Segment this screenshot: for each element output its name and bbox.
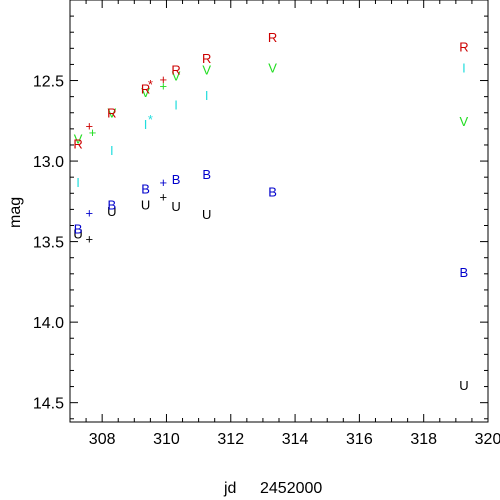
data-point-i: I [205, 88, 209, 103]
data-point-plus: + [159, 175, 167, 190]
data-point-b: B [141, 181, 150, 196]
data-point-b: B [172, 172, 181, 187]
data-point-i: I [174, 98, 178, 113]
y-tick-label: 13.5 [33, 235, 64, 252]
data-point-v: V [268, 61, 277, 76]
data-point-plus: + [159, 72, 167, 87]
data-point-i: I [76, 175, 80, 190]
x-tick-label: 314 [282, 431, 309, 448]
data-point-b: B [268, 185, 277, 200]
data-point-u: U [459, 378, 468, 393]
data-point-b: B [74, 222, 83, 237]
data-point-v: V [107, 106, 116, 121]
data-point-i: I [462, 61, 466, 76]
data-point-v: V [172, 69, 181, 84]
data-point-u: U [107, 204, 116, 219]
data-point-v: V [141, 85, 150, 100]
data-point-plus: + [159, 190, 167, 205]
x-axis-title: jd [223, 480, 236, 497]
x-tick-label: 316 [346, 431, 373, 448]
x-axis-ticks: 308 310 312 314 316 318 320 [69, 0, 500, 448]
data-point-r: R [141, 82, 150, 97]
data-point-i: I [144, 117, 148, 132]
plot-frame [69, 0, 489, 423]
data-point-plus: + [85, 119, 93, 134]
x-tick-label: 308 [89, 431, 116, 448]
data-point-u: U [171, 199, 180, 214]
y-tick-label: 14.5 [33, 396, 64, 413]
y-tick-label: 14.0 [33, 315, 64, 332]
data-point-b: B [107, 198, 116, 213]
x-tick-label: 318 [410, 431, 437, 448]
y-axis-title: mag [7, 197, 24, 228]
data-point-r: R [202, 51, 211, 66]
data-point-v: V [460, 114, 469, 129]
data-point-r: R [107, 106, 116, 121]
data-point-u: U [73, 227, 82, 242]
data-point-plus: + [89, 125, 97, 140]
x-tick-label: 320 [475, 431, 500, 448]
data-point-plus: + [85, 206, 93, 221]
data-point-i: I [110, 143, 114, 158]
data-point-r: R [459, 40, 468, 55]
data-point-star: * [148, 77, 153, 92]
y-tick-label: 13.0 [33, 154, 64, 171]
data-point-v: V [74, 132, 83, 147]
data-point-r: R [73, 136, 82, 151]
data-point-v: V [202, 62, 211, 77]
data-point-plus: + [85, 231, 93, 246]
data-point-u: U [202, 207, 211, 222]
y-tick-label: 12.5 [33, 74, 64, 91]
y-axis-ticks: 12.5 13.0 13.5 14.0 14.5 [33, 15, 488, 420]
data-point-b: B [460, 265, 469, 280]
data-point-r: R [268, 30, 277, 45]
data-point-star: * [148, 112, 153, 127]
x-axis-offset-label: 2452000 [260, 480, 322, 497]
data-point-r: R [171, 62, 180, 77]
x-tick-label: 310 [153, 431, 180, 448]
x-tick-label: 312 [217, 431, 244, 448]
data-point-b: B [202, 167, 211, 182]
data-point-u: U [141, 198, 150, 213]
data-point-plus: + [159, 78, 167, 93]
